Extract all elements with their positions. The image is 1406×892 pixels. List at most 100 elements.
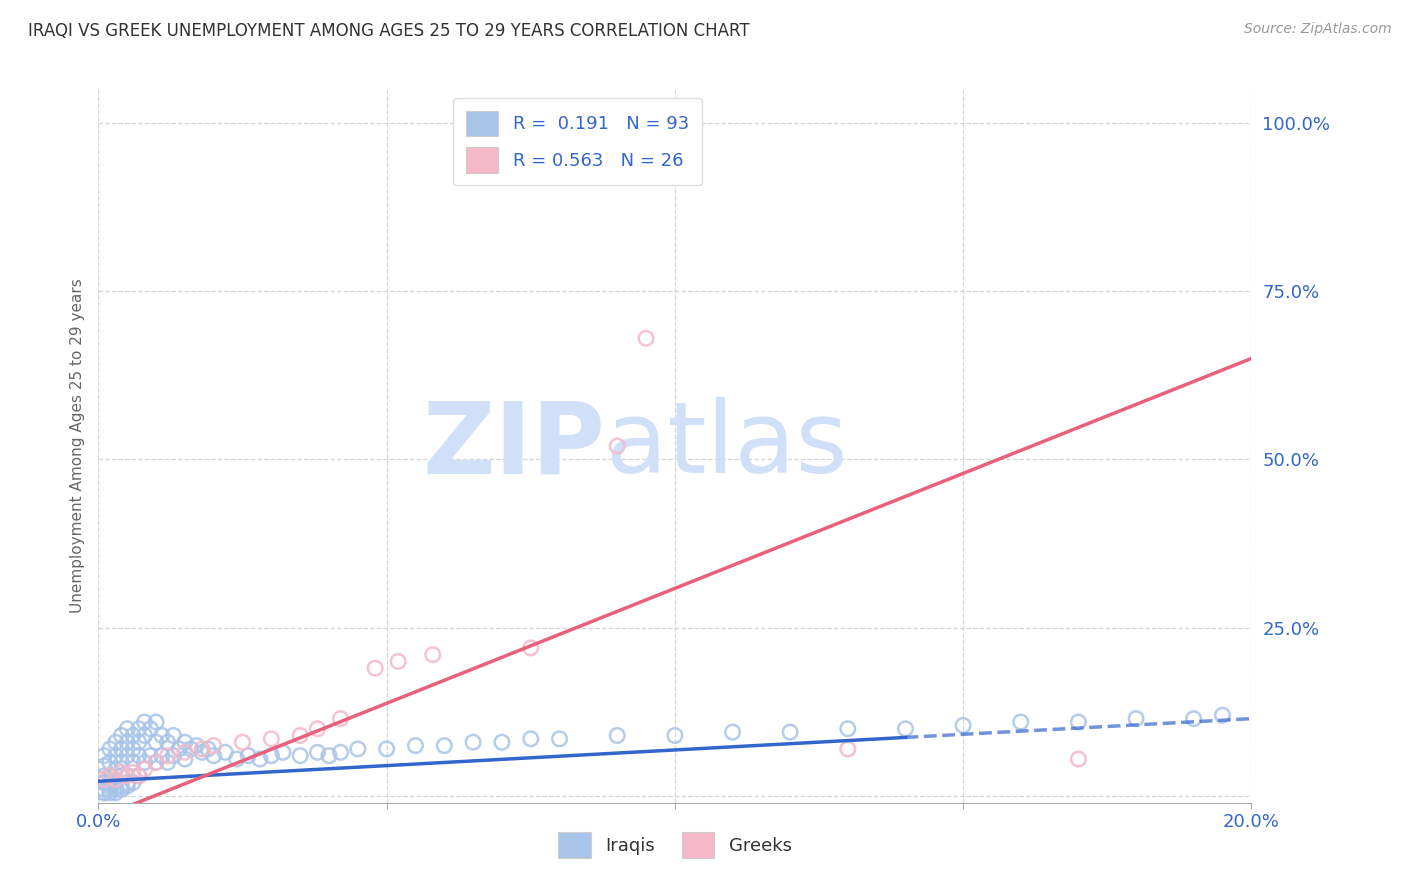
Point <box>139 722 162 736</box>
Point <box>93 775 115 789</box>
Point <box>104 779 127 793</box>
Point <box>162 748 184 763</box>
Text: ZIP: ZIP <box>423 398 606 494</box>
Point <box>98 786 121 800</box>
Point <box>202 748 225 763</box>
Point <box>128 748 150 763</box>
Point <box>174 752 197 766</box>
Point <box>1067 714 1090 729</box>
Point <box>150 748 173 763</box>
Point <box>122 775 145 789</box>
Point <box>122 756 145 770</box>
Point <box>197 742 219 756</box>
Point <box>110 729 132 743</box>
Point <box>117 769 138 783</box>
Point <box>1212 708 1234 723</box>
Point <box>491 735 513 749</box>
Point <box>145 714 167 729</box>
Point <box>837 722 859 736</box>
Point <box>1067 752 1090 766</box>
Point <box>162 729 184 743</box>
Point <box>145 735 167 749</box>
Point <box>307 745 329 759</box>
Point <box>191 742 214 756</box>
Point <box>93 775 115 789</box>
Point <box>93 782 115 797</box>
Point <box>1010 714 1032 729</box>
Point <box>134 714 156 729</box>
Point <box>1182 712 1205 726</box>
Point <box>156 735 179 749</box>
Point <box>191 745 214 759</box>
Point <box>117 748 138 763</box>
Point <box>290 748 312 763</box>
Point <box>98 779 121 793</box>
Point <box>145 756 167 770</box>
Point <box>225 752 247 766</box>
Point <box>290 729 312 743</box>
Point <box>93 786 115 800</box>
Point <box>318 748 340 763</box>
Point <box>156 748 179 763</box>
Point <box>93 758 115 772</box>
Point <box>387 655 409 669</box>
Point <box>110 756 132 770</box>
Point <box>104 748 127 763</box>
Point <box>128 735 150 749</box>
Point <box>98 775 121 789</box>
Point <box>122 729 145 743</box>
Point <box>329 712 352 726</box>
Point <box>260 748 283 763</box>
Point <box>260 731 283 746</box>
Point <box>93 786 115 800</box>
Point <box>1125 712 1147 726</box>
Y-axis label: Unemployment Among Ages 25 to 29 years: Unemployment Among Ages 25 to 29 years <box>69 278 84 614</box>
Point <box>110 782 132 797</box>
Point <box>93 769 115 783</box>
Point <box>134 756 156 770</box>
Text: IRAQI VS GREEK UNEMPLOYMENT AMONG AGES 25 TO 29 YEARS CORRELATION CHART: IRAQI VS GREEK UNEMPLOYMENT AMONG AGES 2… <box>28 22 749 40</box>
Point <box>150 729 173 743</box>
Point <box>104 786 127 800</box>
Point <box>117 722 138 736</box>
Point <box>364 661 387 675</box>
Point <box>156 756 179 770</box>
Text: atlas: atlas <box>606 398 848 494</box>
Point <box>249 752 271 766</box>
Point <box>664 729 686 743</box>
Point <box>117 775 138 789</box>
Point <box>231 735 254 749</box>
Point <box>894 722 917 736</box>
Point <box>520 640 543 655</box>
Point <box>779 725 801 739</box>
Point <box>128 722 150 736</box>
Point <box>110 765 132 780</box>
Point <box>134 762 156 776</box>
Point <box>104 762 127 776</box>
Point <box>98 782 121 797</box>
Point <box>606 729 628 743</box>
Point <box>139 748 162 763</box>
Point <box>145 756 167 770</box>
Point <box>433 739 456 753</box>
Point <box>520 731 543 746</box>
Point <box>837 742 859 756</box>
Point <box>271 745 294 759</box>
Point <box>117 735 138 749</box>
Point <box>375 742 398 756</box>
Point <box>122 742 145 756</box>
Point <box>93 772 115 787</box>
Point <box>174 735 197 749</box>
Point <box>307 722 329 736</box>
Point <box>104 782 127 797</box>
Point <box>134 729 156 743</box>
Point <box>98 742 121 756</box>
Point <box>110 742 132 756</box>
Point <box>110 779 132 793</box>
Point <box>180 742 202 756</box>
Point <box>238 748 260 763</box>
Point <box>548 731 571 746</box>
Point <box>405 739 427 753</box>
Point <box>186 739 208 753</box>
Point <box>952 718 974 732</box>
